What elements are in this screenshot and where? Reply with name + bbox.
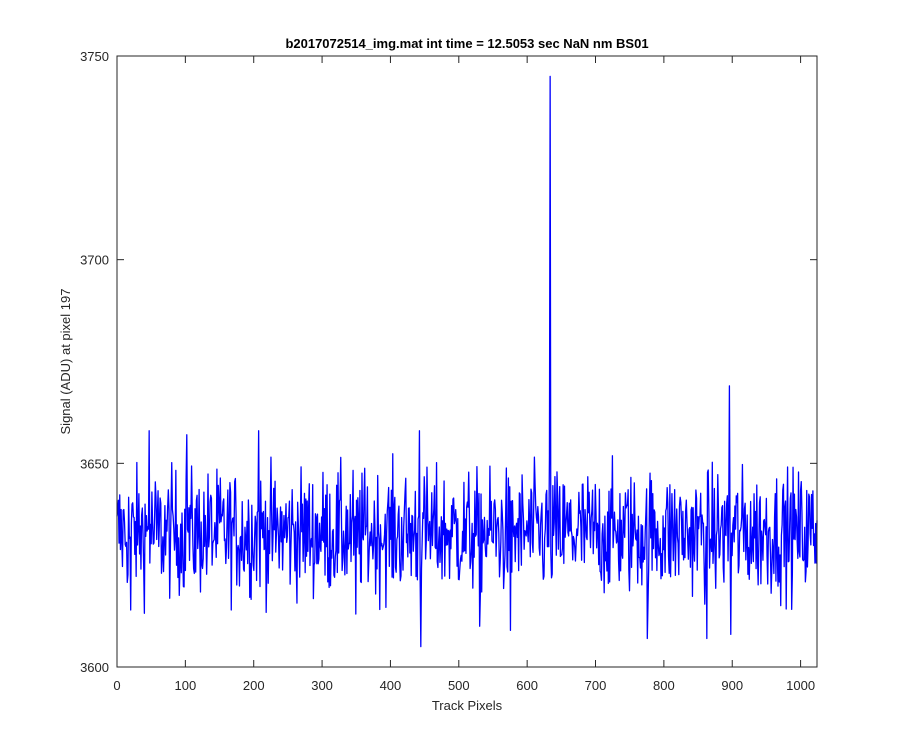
plot-area — [117, 56, 817, 667]
x-tick-label-6: 600 — [516, 678, 538, 693]
x-axis-label: Track Pixels — [432, 698, 503, 713]
series-line-0 — [116, 75, 818, 648]
x-tick-label-7: 700 — [585, 678, 607, 693]
x-tick-label-5: 500 — [448, 678, 470, 693]
chart-title: b2017072514_img.mat int time = 12.5053 s… — [285, 36, 648, 51]
x-tick-label-8: 800 — [653, 678, 675, 693]
y-tick-label-1: 3650 — [80, 456, 109, 471]
y-tick-label-2: 3700 — [80, 253, 109, 268]
y-tick-label-0: 3600 — [80, 660, 109, 675]
series-layer — [116, 75, 818, 648]
tick-layer: 0 100 200 300 400 500 600 700 800 900 1000 3600 3650… — [80, 49, 817, 693]
y-axis-label: Signal (ADU) at pixel 197 — [58, 289, 73, 435]
x-tick-label-3: 300 — [311, 678, 333, 693]
x-tick-label-9: 900 — [721, 678, 743, 693]
x-tick-label-1: 100 — [175, 678, 197, 693]
y-tick-label-3: 3750 — [80, 49, 109, 64]
axes-box — [116, 55, 818, 668]
x-tick-label-10: 1000 — [786, 678, 815, 693]
x-tick-label-2: 200 — [243, 678, 265, 693]
x-tick-label-0: 0 — [113, 678, 120, 693]
x-tick-label-4: 400 — [380, 678, 402, 693]
